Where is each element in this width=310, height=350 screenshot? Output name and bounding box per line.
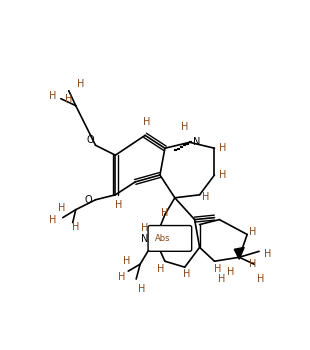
Text: Abs: Abs: [155, 234, 170, 243]
Text: H: H: [202, 192, 209, 202]
Text: H: H: [227, 267, 235, 277]
Text: H: H: [264, 249, 271, 259]
Text: H: H: [49, 215, 56, 225]
Text: H: H: [249, 259, 256, 269]
Text: H: H: [77, 79, 84, 89]
Text: H: H: [214, 264, 221, 274]
Text: H: H: [123, 256, 130, 266]
Text: H: H: [257, 274, 264, 284]
Text: H: H: [65, 94, 73, 104]
Text: H: H: [72, 222, 79, 232]
Text: H: H: [144, 118, 151, 127]
Text: H: H: [218, 274, 225, 284]
Text: H: H: [249, 228, 256, 238]
Text: H: H: [139, 284, 146, 294]
Text: H: H: [58, 203, 66, 213]
Text: H: H: [141, 223, 148, 232]
Text: H: H: [157, 264, 164, 274]
FancyBboxPatch shape: [148, 225, 192, 251]
Text: O: O: [85, 195, 93, 205]
Text: N: N: [141, 234, 148, 244]
Text: H: H: [115, 200, 122, 210]
Text: O: O: [87, 135, 94, 145]
Text: H: H: [219, 170, 227, 180]
Text: H: H: [181, 122, 188, 132]
Text: H: H: [219, 143, 227, 153]
Polygon shape: [234, 247, 244, 259]
Text: H: H: [183, 269, 190, 279]
Text: H: H: [49, 91, 56, 101]
Text: N: N: [193, 137, 200, 147]
Text: H: H: [118, 272, 125, 282]
Text: H: H: [161, 208, 168, 218]
